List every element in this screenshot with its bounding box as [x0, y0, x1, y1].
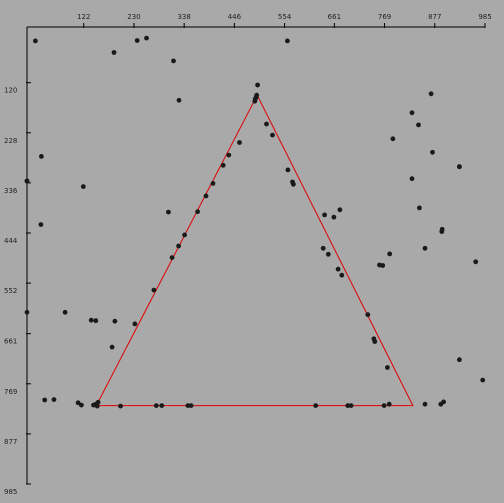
y-tick-label: 120: [4, 87, 17, 95]
y-tick-label: 769: [4, 388, 17, 396]
data-point: [176, 97, 182, 103]
data-point: [38, 222, 44, 228]
data-point: [285, 38, 290, 44]
y-tick-label: 336: [4, 187, 18, 195]
data-point: [226, 152, 232, 158]
data-point: [255, 82, 260, 88]
y-tick-label: 985: [4, 488, 17, 496]
data-point: [322, 212, 327, 218]
x-tick-label: 338: [177, 13, 190, 21]
data-point: [203, 193, 209, 199]
data-point: [430, 149, 435, 155]
data-point: [42, 397, 48, 403]
data-point: [377, 262, 382, 268]
data-point: [51, 397, 57, 402]
data-point: [331, 214, 337, 220]
data-point: [422, 245, 428, 251]
y-tick-label: 552: [4, 287, 17, 295]
y-tick-label: 877: [4, 438, 17, 446]
triangle-outline: [95, 94, 414, 407]
data-point: [134, 38, 140, 43]
data-point: [390, 136, 396, 142]
data-point: [166, 209, 171, 215]
data-point: [252, 98, 258, 104]
x-tick-label: 230: [127, 13, 140, 21]
data-point: [325, 251, 331, 257]
data-point: [313, 403, 319, 408]
y-tick-label: 661: [4, 338, 17, 346]
data-point: [169, 255, 175, 260]
data-point: [94, 403, 100, 409]
data-point: [428, 91, 434, 97]
data-point: [132, 321, 138, 327]
data-point: [188, 403, 194, 408]
data-point: [24, 309, 30, 315]
data-point: [171, 58, 176, 64]
data-point: [422, 401, 428, 407]
x-tick-label: 877: [428, 13, 441, 21]
x-tick-label: 446: [228, 13, 242, 21]
data-point: [111, 50, 117, 55]
data-point: [348, 403, 354, 408]
data-point: [220, 162, 226, 168]
data-point: [153, 403, 159, 408]
data-point: [409, 110, 415, 116]
data-point: [473, 259, 479, 265]
data-point: [109, 344, 115, 350]
data-point: [159, 403, 165, 408]
data-point: [237, 140, 242, 145]
data-point: [385, 365, 390, 370]
x-tick-label: 769: [378, 13, 391, 21]
data-point: [270, 132, 275, 138]
data-point: [372, 339, 378, 344]
x-tick-label: 554: [278, 13, 292, 21]
x-tick-label: 661: [328, 13, 341, 21]
data-point: [210, 181, 216, 186]
data-point: [33, 38, 38, 44]
y-tick-label: 228: [4, 137, 17, 145]
data-point: [118, 403, 123, 409]
data-point: [480, 377, 486, 383]
data-point: [39, 154, 44, 159]
data-point: [80, 184, 86, 190]
data-point: [409, 176, 415, 182]
data-point: [365, 312, 371, 318]
data-point: [457, 164, 462, 170]
triangle-layer: [95, 94, 414, 407]
data-point: [345, 403, 351, 408]
data-point: [438, 401, 444, 407]
data-point: [439, 229, 445, 235]
x-tick-label: 122: [77, 13, 90, 21]
data-point: [335, 266, 341, 272]
y-tick-label: 444: [4, 237, 18, 245]
data-point: [79, 402, 84, 408]
data-point: [176, 243, 182, 249]
axes: 122 230 338 446 554 661 769 877 985 120 228 336 444 5…: [4, 13, 492, 496]
data-point: [88, 317, 94, 323]
data-point: [93, 318, 99, 324]
data-point: [381, 403, 387, 408]
data-point: [291, 181, 296, 187]
data-point: [416, 122, 421, 128]
x-tick-label: 985: [478, 13, 491, 21]
data-point: [386, 401, 392, 407]
data-point: [264, 121, 269, 127]
data-point: [62, 309, 68, 315]
data-point: [417, 205, 422, 211]
data-point: [151, 287, 157, 293]
points-layer: [24, 35, 486, 409]
data-point: [337, 207, 343, 213]
data-point: [285, 167, 291, 173]
data-point: [320, 245, 326, 251]
data-point: [144, 35, 149, 41]
data-point: [387, 251, 393, 257]
data-point: [182, 232, 188, 238]
data-point: [24, 178, 30, 184]
data-point: [457, 357, 462, 363]
data-point: [95, 399, 101, 405]
data-point: [112, 318, 118, 324]
data-point: [339, 272, 345, 278]
data-point: [195, 209, 201, 215]
